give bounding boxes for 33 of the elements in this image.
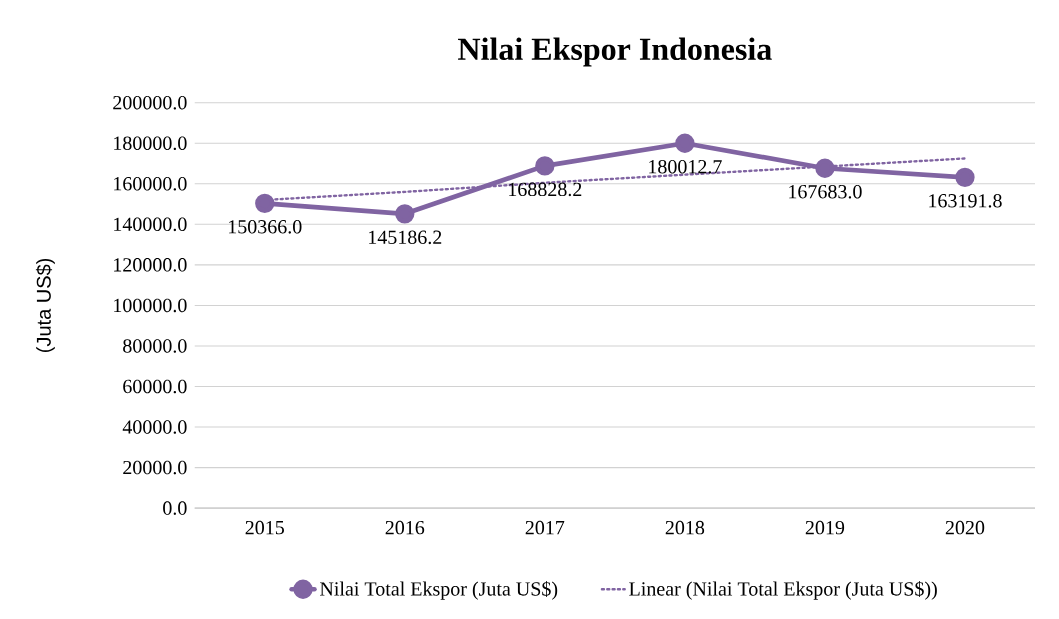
legend-label: Nilai Total Ekspor (Juta US$) bbox=[320, 581, 558, 600]
point bbox=[955, 167, 975, 188]
y-tick-label: 80000.0 bbox=[123, 339, 187, 353]
point bbox=[675, 133, 695, 153]
y-tick-label: 180000.0 bbox=[114, 136, 187, 151]
point bbox=[815, 158, 835, 178]
y-tick-label: 100000.0 bbox=[114, 298, 187, 313]
y-tick-label: 60000.0 bbox=[123, 379, 187, 394]
x-tick-label: 2018 bbox=[665, 520, 705, 535]
y-tick-label: 120000.0 bbox=[114, 258, 187, 272]
y-tick-label: 200000.0 bbox=[113, 95, 187, 110]
x-tick-label: 2015 bbox=[245, 520, 284, 535]
y-tick-label: 20000.0 bbox=[123, 460, 187, 475]
data-label: 180012.7 bbox=[649, 160, 722, 174]
data-label: 145186.2 bbox=[369, 230, 442, 245]
y-tick-label: 40000.0 bbox=[122, 420, 187, 434]
x-tick-label: 2016 bbox=[385, 520, 425, 535]
point bbox=[535, 156, 555, 176]
y-tick-label: 140000.0 bbox=[114, 217, 187, 232]
y-tick-label: 0.0 bbox=[163, 501, 187, 516]
legend-label: Linear (Nilai Total Ekspor (Juta US$)) bbox=[629, 581, 937, 600]
x-tick-label: 2017 bbox=[525, 520, 565, 535]
x-tick-label: 2020 bbox=[945, 520, 985, 535]
data-label: 163191.8 bbox=[929, 194, 1002, 208]
y-axis-title: (Juta US$) bbox=[35, 258, 55, 353]
data-label: 167683.0 bbox=[789, 184, 862, 199]
point bbox=[255, 193, 275, 214]
point bbox=[395, 204, 415, 224]
chart-title: Nilai Ekspor Indonesia bbox=[458, 37, 772, 67]
data-label: 168828.2 bbox=[509, 182, 582, 197]
y-tick-label: 160000.0 bbox=[114, 177, 187, 191]
x-tick-label: 2019 bbox=[805, 520, 845, 535]
data-label: 150366.0 bbox=[229, 220, 302, 234]
